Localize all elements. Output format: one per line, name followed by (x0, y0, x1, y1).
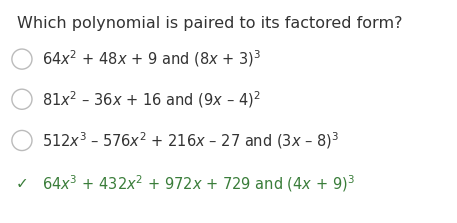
Text: 81$x^2$ – 36$x$ + 16 and (9$x$ – 4)$^2$: 81$x^2$ – 36$x$ + 16 and (9$x$ – 4)$^2$ (42, 89, 260, 109)
Text: 64$x^2$ + 48$x$ + 9 and (8$x$ + 3)$^3$: 64$x^2$ + 48$x$ + 9 and (8$x$ + 3)$^3$ (42, 49, 261, 69)
Text: 512$x^3$ – 576$x^2$ + 216$x$ – 27 and (3$x$ – 8)$^3$: 512$x^3$ – 576$x^2$ + 216$x$ – 27 and (3… (42, 130, 339, 151)
Text: ✓: ✓ (16, 176, 28, 192)
Text: 64$x^3$ + 432$x^2$ + 972$x$ + 729 and (4$x$ + 9)$^3$: 64$x^3$ + 432$x^2$ + 972$x$ + 729 and (4… (42, 174, 355, 194)
Text: Which polynomial is paired to its factored form?: Which polynomial is paired to its factor… (17, 16, 403, 31)
